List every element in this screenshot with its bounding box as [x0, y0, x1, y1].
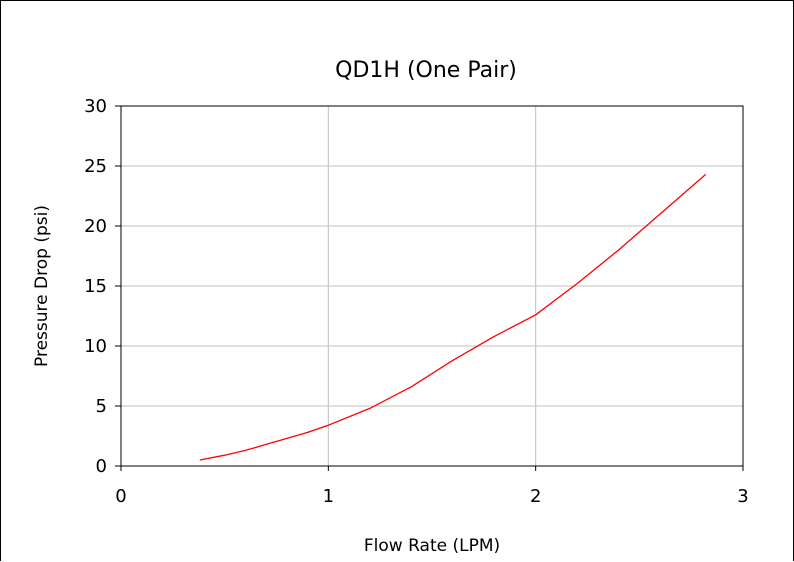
- y-tick-label: 20: [84, 216, 107, 237]
- y-tick-label: 25: [84, 156, 107, 177]
- x-tick-label: 2: [530, 486, 541, 507]
- series-line: [199, 173, 707, 461]
- y-tick-label: 30: [84, 96, 107, 117]
- y-axis-label: Pressure Drop (psi): [32, 205, 52, 367]
- x-tick-label: 0: [115, 486, 126, 507]
- tick-layer: 0 5 10 15 20 25 30 0 1 2 3: [84, 96, 749, 507]
- y-tick-label: 10: [84, 336, 107, 357]
- chart-title: QD1H (One Pair): [335, 58, 517, 83]
- x-tick-label: 1: [323, 486, 334, 507]
- y-tick-label: 15: [84, 276, 107, 297]
- x-axis-label: Flow Rate (LPM): [364, 536, 500, 556]
- series-layer: [199, 173, 707, 461]
- grid-layer: [121, 106, 743, 466]
- y-tick-label: 5: [96, 396, 107, 417]
- x-tick-label: 3: [737, 486, 748, 507]
- y-tick-label: 0: [96, 456, 107, 477]
